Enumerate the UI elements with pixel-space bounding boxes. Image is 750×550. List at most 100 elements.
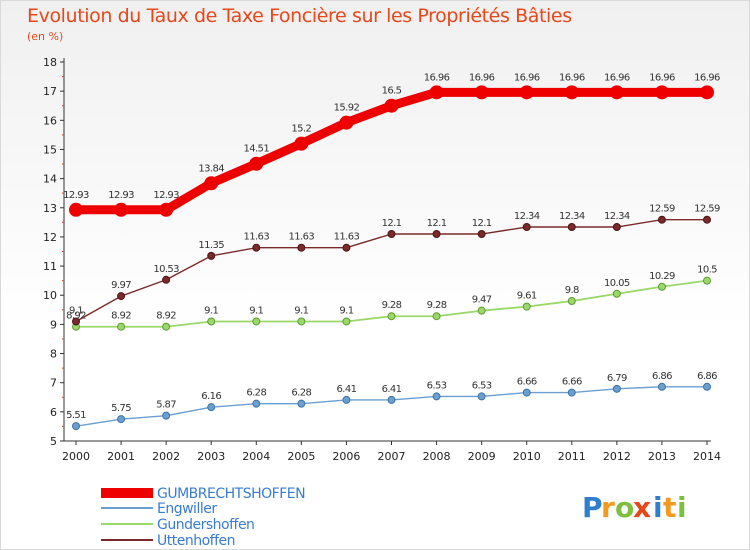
data-label: 6.66: [562, 377, 582, 388]
data-point: [162, 322, 171, 331]
data-point: [567, 388, 576, 397]
data-point: [700, 85, 714, 100]
legend-label: Engwiller: [157, 501, 217, 517]
data-point: [207, 403, 216, 412]
data-point: [342, 317, 351, 326]
data-label: 6.53: [472, 380, 492, 391]
x-tick-label: 2006: [332, 450, 360, 463]
data-point: [114, 202, 129, 217]
y-tick-label: 17: [43, 85, 57, 98]
data-label: 9.61: [517, 291, 537, 302]
data-label: 16.96: [649, 72, 675, 83]
data-point: [207, 317, 216, 326]
data-point: [703, 215, 711, 224]
data-point: [207, 251, 216, 260]
data-label: 6.86: [697, 371, 717, 382]
data-point: [657, 215, 666, 224]
data-label: 9.1: [69, 305, 83, 316]
y-tick-label: 5: [50, 435, 57, 448]
proxiti-logo: Pr ox i t i: [582, 491, 687, 524]
data-point: [162, 411, 171, 420]
data-label: 10.53: [153, 264, 179, 275]
x-tick-label: 2005: [287, 450, 315, 463]
chart-title: Evolution du Taux de Taxe Foncière sur l…: [27, 5, 572, 27]
data-label: 8.92: [111, 311, 131, 322]
y-tick-label: 8: [50, 348, 57, 361]
data-point: [117, 292, 126, 301]
data-point: [567, 223, 576, 232]
data-label: 5.87: [156, 400, 176, 411]
data-point: [252, 399, 261, 408]
y-tick-label: 12: [43, 231, 57, 244]
chart-units: (en %): [27, 30, 64, 43]
x-tick-label: 2002: [152, 450, 180, 463]
data-point: [519, 85, 534, 100]
data-point: [297, 243, 306, 252]
x-tick-label: 2013: [648, 450, 676, 463]
x-tick-label: 2008: [423, 450, 451, 463]
data-label: 14.51: [243, 144, 269, 155]
data-point: [477, 306, 486, 315]
data-point: [294, 136, 309, 151]
y-tick-label: 10: [43, 289, 57, 302]
data-label: 6.66: [517, 377, 537, 388]
data-point: [432, 312, 441, 321]
data-point: [703, 276, 711, 285]
data-label: 11.63: [243, 232, 269, 243]
data-point: [522, 302, 531, 311]
data-point: [387, 312, 396, 321]
data-label: 11.35: [198, 240, 224, 251]
data-point: [609, 85, 624, 100]
data-label: 6.79: [607, 373, 627, 384]
legend-swatch: [101, 523, 153, 525]
data-point: [204, 176, 219, 191]
data-label: 12.1: [472, 218, 492, 229]
data-point: [654, 85, 669, 100]
logo-letter: i: [653, 491, 663, 524]
data-point: [297, 317, 306, 326]
data-point: [474, 85, 489, 100]
logo-letter: i: [677, 491, 687, 524]
data-label: 12.93: [108, 190, 134, 201]
legend-swatch: [101, 488, 153, 498]
x-tick-label: 2010: [513, 450, 541, 463]
legend-label: Gundershoffen: [157, 517, 254, 533]
data-point: [69, 202, 83, 217]
y-tick-label: 9: [50, 318, 57, 331]
data-label: 6.41: [382, 384, 402, 395]
y-tick-label: 7: [50, 377, 57, 390]
data-label: 6.16: [201, 391, 221, 402]
data-point: [432, 392, 441, 401]
data-point: [612, 223, 621, 232]
data-label: 9.47: [472, 295, 492, 306]
series-layer: [69, 85, 714, 431]
data-point: [567, 297, 576, 306]
data-point: [72, 422, 80, 431]
data-point: [72, 317, 80, 326]
data-label: 8.92: [66, 311, 86, 322]
data-label: 11.63: [289, 232, 315, 243]
data-label: 12.93: [153, 190, 179, 201]
data-point: [387, 230, 396, 239]
data-point: [612, 384, 621, 393]
data-label: 15.92: [334, 103, 360, 114]
data-point: [612, 289, 621, 298]
data-point: [252, 317, 261, 326]
data-point: [477, 230, 486, 239]
x-tick-label: 2011: [558, 450, 586, 463]
legend-swatch: [101, 507, 153, 509]
y-tick-label: 6: [50, 406, 57, 419]
data-label: 6.28: [246, 388, 266, 399]
data-label: 11.63: [334, 232, 360, 243]
data-label: 9.1: [204, 305, 218, 316]
data-label: 9.28: [427, 300, 447, 311]
x-tick-label: 2001: [107, 450, 135, 463]
y-tick-label: 16: [43, 114, 57, 127]
y-tick-label: 13: [43, 202, 57, 215]
x-tick-label: 2009: [468, 450, 496, 463]
data-label: 16.5: [382, 86, 402, 97]
data-label: 16.96: [514, 72, 540, 83]
data-label: 12.34: [559, 211, 585, 222]
